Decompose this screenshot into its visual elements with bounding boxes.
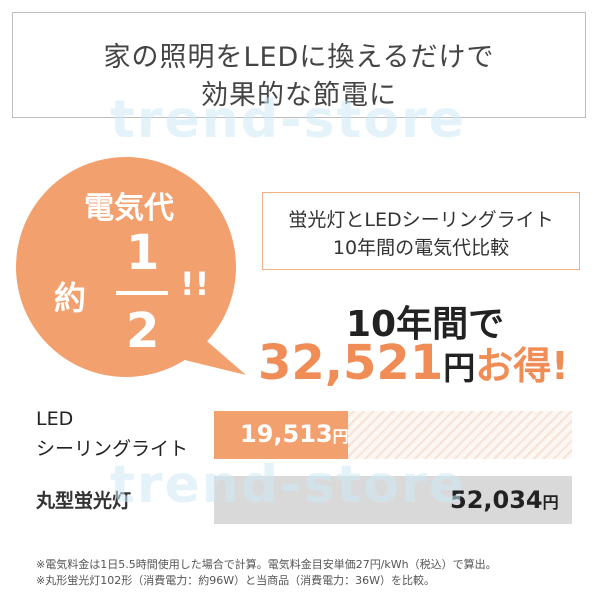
watermark-2: trend-store (110, 455, 467, 515)
savings-amount: 32,521円お得! (258, 335, 569, 391)
led-bar (214, 411, 348, 459)
footnote-2: ※丸形蛍光灯102形（消費電力：約96W）と当商品（消費電力：36W）を比較。 (36, 574, 435, 587)
savings-badge: 電気代 1 約 2 !! (14, 155, 246, 387)
badge-denominator: 2 (126, 303, 160, 359)
fluorescent-yen: 円 (542, 493, 559, 512)
led-amount: 19,513 (240, 420, 333, 448)
led-bar-value: 19,513円 (240, 420, 349, 448)
fluorescent-amount: 52,034 (450, 486, 543, 514)
fluorescent-bar-value: 52,034円 (450, 486, 559, 514)
led-label-line-2: シーリングライト (36, 438, 189, 460)
badge-exclaim: !! (180, 265, 210, 303)
fluorescent-label: 丸型蛍光灯 (36, 490, 132, 512)
comparison-line-1: 蛍光灯とLEDシーリングライト (288, 209, 554, 231)
header-line-2: 効果的な節電に (201, 80, 397, 111)
comparison-box: 蛍光灯とLEDシーリングライト 10年間の電気代比較 (262, 192, 580, 270)
savings-value: 32,521 (258, 335, 444, 391)
savings-suffix: お得! (475, 344, 569, 388)
led-yen: 円 (332, 427, 349, 446)
watermark: trend-store (110, 90, 467, 150)
badge-numerator: 1 (126, 225, 160, 281)
header-box: 家の照明をLEDに換えるだけで 効果的な節電に (12, 12, 586, 118)
header-line-1: 家の照明をLEDに換えるだけで (103, 42, 495, 73)
led-label-line-1: LED (36, 408, 74, 430)
savings-yen: 円 (443, 349, 476, 387)
speech-bubble-shape (16, 157, 246, 377)
period-text: 10年間で (346, 304, 505, 345)
comparison-line-2: 10年間の電気代比較 (332, 237, 510, 259)
fluorescent-bar (214, 476, 572, 524)
fraction-line (116, 291, 168, 295)
badge-approx: 約 (54, 279, 87, 317)
badge-label: 電気代 (84, 191, 174, 226)
footnote-1: ※電気料金は1日5.5時間使用した場合で計算。電気料金目安単価27円/kWh（税… (36, 558, 497, 571)
